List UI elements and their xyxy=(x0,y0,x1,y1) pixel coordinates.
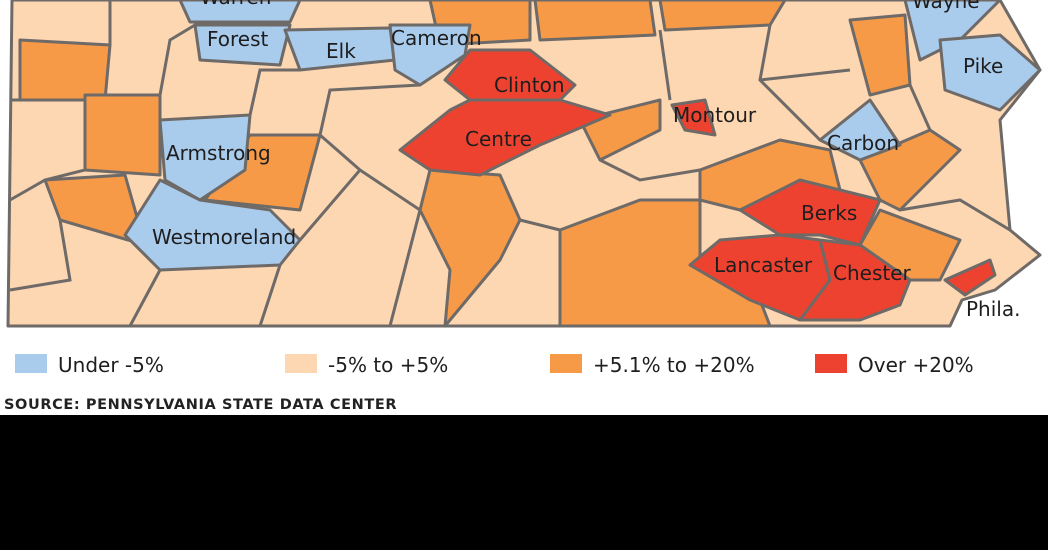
black-band xyxy=(0,415,1048,550)
legend-swatch xyxy=(15,354,47,373)
county-labels: Warren Wayne Forest Elk Cameron Pike Clinton Mo… xyxy=(152,0,1020,321)
named-counties xyxy=(123,0,1042,322)
orange-counties xyxy=(18,0,962,328)
county-label: Phila. xyxy=(966,297,1020,321)
legend: Under -5% -5% to +5% +5.1% to +20% Over +20… xyxy=(15,353,974,377)
legend-label: -5% to +5% xyxy=(328,353,448,377)
legend-label: Over +20% xyxy=(858,353,974,377)
county-label: Montour xyxy=(673,103,757,127)
county-label: Wayne xyxy=(912,0,980,13)
county-label: Centre xyxy=(465,127,532,151)
county xyxy=(193,23,292,67)
county-label: Chester xyxy=(833,261,912,285)
county-label: Westmoreland xyxy=(152,225,296,249)
county-label: Lancaster xyxy=(714,253,813,277)
county xyxy=(123,178,302,272)
county xyxy=(388,23,472,87)
county-label: Armstrong xyxy=(166,141,271,165)
county xyxy=(670,98,717,137)
county-label: Warren xyxy=(200,0,271,9)
county-label: Elk xyxy=(326,39,356,63)
source: SOURCE: PENNSYLVANIA STATE DATA CENTER xyxy=(4,397,397,413)
county xyxy=(798,238,912,322)
legend-label: Under -5% xyxy=(58,353,164,377)
county-layer xyxy=(6,0,1042,328)
county-label: Carbon xyxy=(827,131,899,155)
county-borders xyxy=(9,0,1011,327)
legend-label: +5.1% to +20% xyxy=(593,353,755,377)
county xyxy=(398,98,612,177)
county xyxy=(818,98,902,162)
county-label: Cameron xyxy=(391,26,482,50)
county xyxy=(943,258,997,297)
county xyxy=(938,33,1042,112)
county-label: Forest xyxy=(207,27,269,51)
legend-swatch xyxy=(550,354,582,373)
county-label: Berks xyxy=(801,201,857,225)
county-label: Clinton xyxy=(494,73,565,97)
legend-swatch xyxy=(285,354,317,373)
county-label: Pike xyxy=(963,54,1003,78)
legend-swatch xyxy=(815,354,847,373)
county xyxy=(178,0,302,24)
county xyxy=(158,113,252,202)
